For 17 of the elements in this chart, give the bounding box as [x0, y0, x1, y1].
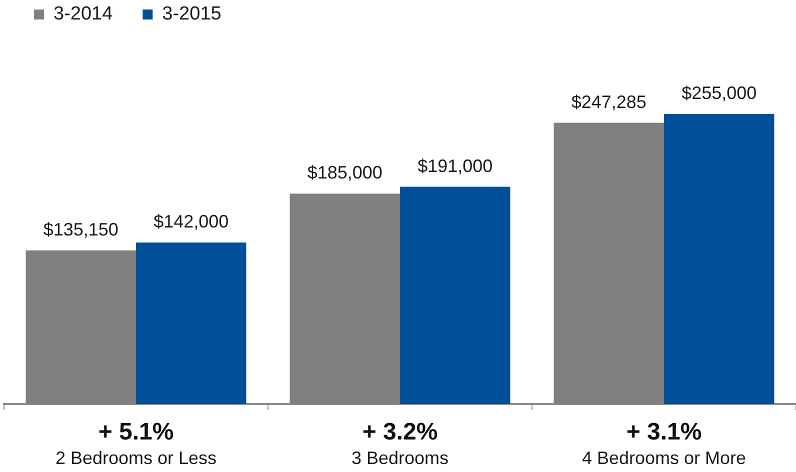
data-label: $185,000 [307, 162, 382, 183]
text: + 5.1% [98, 418, 174, 446]
text: + 3.1% [626, 418, 702, 446]
data-label: $255,000 [682, 83, 757, 104]
data-label: $247,285 [571, 92, 646, 112]
x-tick-label: 4 Bedrooms or More [582, 448, 746, 468]
x-tick-label: 3 Bedrooms [351, 448, 449, 468]
bar [400, 186, 510, 404]
legend-label: 3-2015 [162, 4, 222, 25]
bar [664, 114, 774, 404]
data-label: $191,000 [418, 156, 493, 176]
bar [136, 242, 246, 404]
data-label: $135,150 [43, 219, 118, 240]
x-tick-label: 2 Bedrooms or Less [55, 448, 217, 468]
data-label: $142,000 [154, 212, 229, 232]
text: + 3.2% [362, 418, 438, 446]
legend-label: 3-2014 [54, 4, 114, 25]
